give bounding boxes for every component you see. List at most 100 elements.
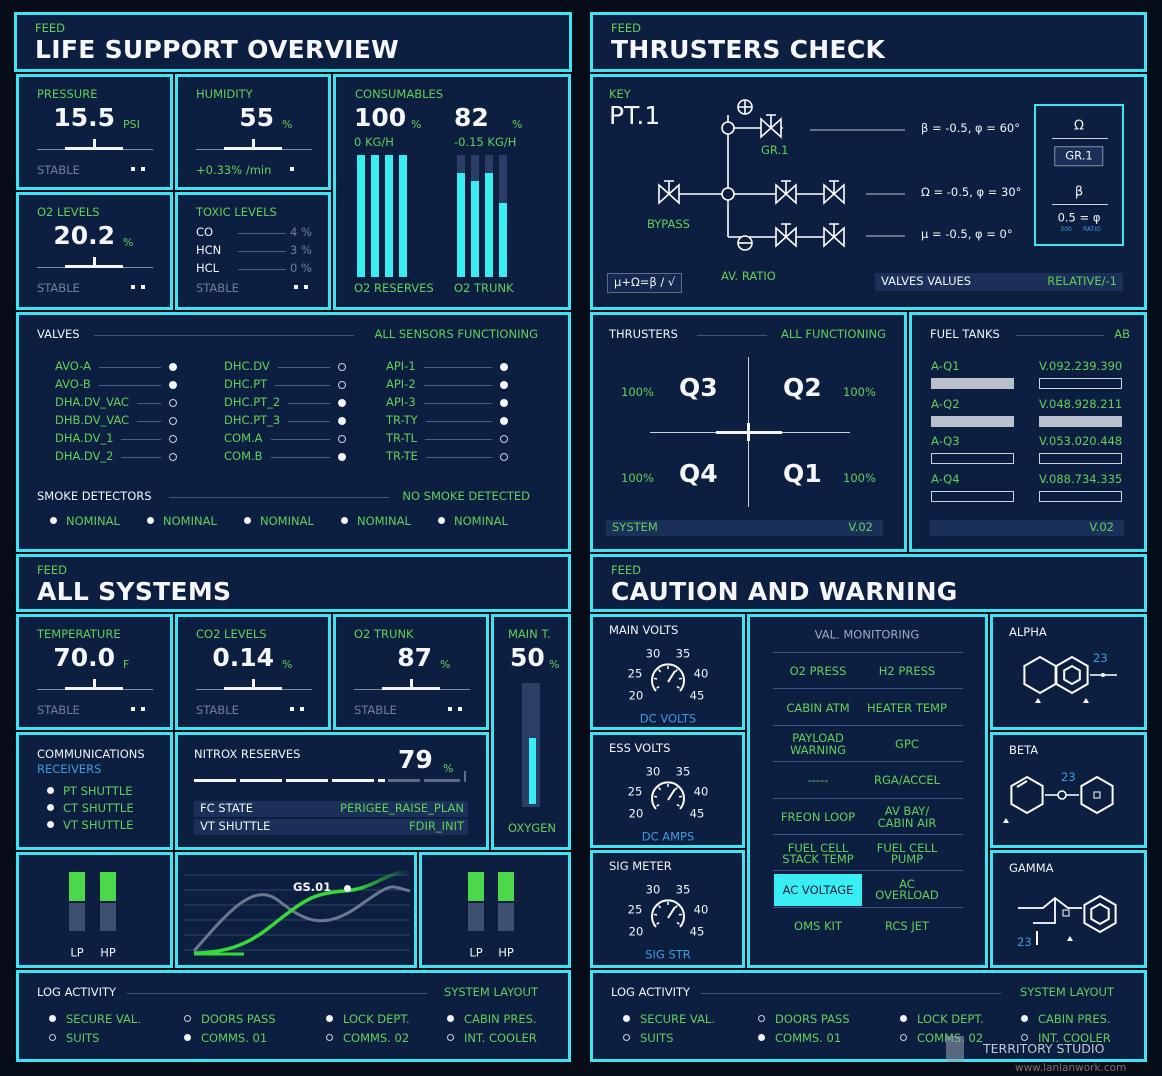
decoration [1083, 894, 1117, 934]
decoration [760, 114, 782, 139]
status-dot [500, 399, 508, 407]
compound-label: BETA [1009, 743, 1039, 757]
decoration [1016, 780, 1028, 788]
consumable-value: 100 [354, 103, 407, 132]
monitor-text: AV BAY/ CABIN AIR [877, 804, 937, 830]
group-label: GR.1 [761, 143, 789, 157]
gauge-top [468, 872, 484, 901]
monitor-cell: FUEL CELL STACK TEMP [774, 838, 862, 870]
decoration [656, 685, 660, 689]
detector-state: NOMINAL [66, 514, 120, 528]
meter-label: ESS VOLTS [609, 741, 671, 755]
stat-value: 87 [397, 643, 432, 672]
log-panel: LOG ACTIVITY SYSTEM LAYOUT SECURE VAL. DOOR… [590, 970, 1147, 1062]
reserve-bar [499, 203, 507, 277]
log-label: LOG ACTIVITY [611, 985, 691, 999]
meter-scale: 20 [628, 688, 644, 703]
leader [423, 402, 492, 404]
quadrant-value: 100% [843, 471, 876, 485]
tank-value: V.048.928.211 [1039, 396, 1123, 411]
status-dot [338, 399, 346, 407]
valve-row: API-2 [386, 379, 508, 391]
leader [137, 420, 161, 422]
stat-unit: % [123, 236, 134, 249]
indicator [448, 707, 452, 711]
meter-scale: 20 [628, 924, 644, 939]
leader [425, 456, 492, 458]
decoration [1067, 936, 1073, 941]
valve-row: API-3 [386, 397, 508, 409]
status-dot [47, 821, 54, 828]
leader [425, 438, 492, 440]
stat-unit: % [282, 658, 293, 671]
status-dot [47, 787, 54, 794]
meter-scale: 35 [675, 882, 691, 897]
meter-scale: 30 [645, 764, 661, 779]
indicator [131, 707, 135, 711]
monitor-cell: O2 PRESS [774, 656, 862, 688]
quadrant-value: 100% [621, 385, 654, 399]
key-box: Ω GR.1 β 0.5 = φ 300 RATIO [1034, 104, 1124, 246]
monitor-text: O2 PRESS [789, 664, 847, 679]
stat-status: STABLE [37, 281, 80, 295]
valve-row: TR-TL [386, 433, 508, 445]
compound-panel: BETA 23 [990, 732, 1147, 848]
stat-label: TEMPERATURE [37, 627, 121, 641]
divider [127, 993, 427, 994]
valve-row: AVO-B [55, 379, 177, 391]
state-value: FDIR_INIT [408, 819, 464, 833]
status-dot [338, 363, 346, 371]
panel-label: NITROX RESERVES [194, 747, 301, 761]
equation: μ+Ω=β / √ [607, 273, 683, 293]
monitor-cell: H2 PRESS [863, 656, 951, 688]
stat-label: O2 TRUNK [354, 627, 414, 641]
state-row: FC STATE PERIGEE_RAISE_PLAN [194, 801, 468, 817]
log-item: CABIN PRES. [1038, 1012, 1111, 1026]
meter-scale: 25 [627, 784, 643, 799]
meter-panel: SIG METER 20 25 30 35 40 45 SIG STR [590, 850, 745, 968]
compound-label: GAMMA [1009, 861, 1054, 875]
graph-panel: GS.01 [175, 852, 417, 968]
thrusters-check-panel: KEY PT.1 GR.1 BYPASS AV. RATIO β = -0.5, φ = … [590, 74, 1147, 310]
compound-panel: ALPHA 23 [990, 614, 1147, 730]
compound-number: 23 [1061, 770, 1076, 784]
panel-title: LIFE SUPPORT OVERVIEW [35, 35, 400, 64]
status-dot [758, 1034, 765, 1041]
log-label: LOG ACTIVITY [37, 985, 117, 999]
dial [651, 899, 685, 928]
detector-state: NOMINAL [260, 514, 314, 528]
status-dot [758, 1015, 765, 1022]
reserve-bar [399, 155, 407, 277]
indicator [300, 707, 304, 711]
box-omega: Ω [1074, 118, 1084, 134]
indicator [131, 167, 135, 171]
status-dot [338, 435, 346, 443]
decoration [651, 663, 685, 692]
decoration [1033, 898, 1056, 924]
dial [651, 663, 685, 692]
valve-name: DHC.PT [224, 377, 268, 392]
tank-bar [1039, 415, 1122, 427]
toxic-value: 4 % [290, 225, 312, 239]
feed-header: FEED LIFE SUPPORT OVERVIEW [14, 12, 572, 72]
monitor-text: PAYLOAD WARNING [789, 731, 847, 757]
feed-header: FEED ALL SYSTEMS [16, 554, 571, 612]
quadrant-name: Q1 [783, 459, 822, 488]
communications-panel: COMMUNICATIONS RECEIVERS PT SHUTTLE CT SHUT… [16, 732, 173, 850]
box-rule [1052, 138, 1108, 139]
consumables-panel: CONSUMABLES 100% 0 KG/H O2 RESERVES 82% -0.15… [333, 74, 571, 310]
state-key: VT SHUTTLE [200, 819, 271, 833]
reserve-segment [388, 779, 420, 782]
status-dot [338, 381, 346, 389]
valve-row: DHC.PT_2 [224, 397, 346, 409]
stat-label: MAIN T. [508, 627, 551, 641]
leader [238, 269, 286, 270]
valves-panel: VALVES ALL SENSORS FUNCTIONING AVO-A AVO-B D… [16, 312, 571, 552]
valve-name: DHC.DV [224, 359, 270, 374]
log-item: COMMS. 02 [343, 1031, 410, 1045]
panel-status: ALL SENSORS FUNCTIONING [374, 327, 538, 341]
toxic-name: HCL [196, 261, 220, 275]
studio-logo [946, 1036, 964, 1062]
valve-name: AVO-A [55, 359, 91, 374]
leader [238, 251, 286, 252]
